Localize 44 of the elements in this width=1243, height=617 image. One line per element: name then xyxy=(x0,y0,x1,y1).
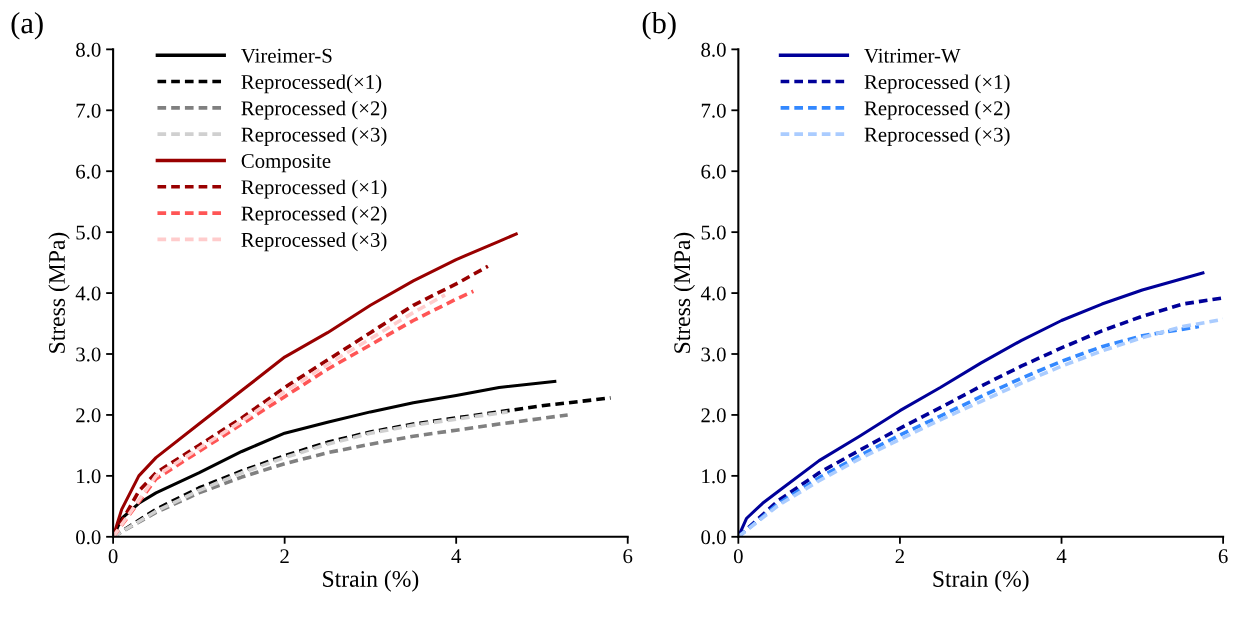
y-tick-label: 6.0 xyxy=(701,164,726,179)
y-tick-label: 0.0 xyxy=(76,530,101,545)
x-tick-label: 4 xyxy=(451,549,462,564)
x-tick-label: 4 xyxy=(1056,549,1067,564)
x-tick-label: 0 xyxy=(108,549,118,564)
chart-title: (b) xyxy=(642,11,676,40)
y-axis-title: Stress (MPa) xyxy=(673,232,695,353)
legend-label: Vitrimer-W xyxy=(864,48,961,63)
y-tick-label: 1.0 xyxy=(702,469,726,484)
x-tick-label: 6 xyxy=(623,549,633,564)
x-axis-title: Strain (%) xyxy=(323,570,419,592)
y-tick-label: 1.0 xyxy=(77,469,101,484)
x-tick-label: 2 xyxy=(895,549,904,564)
legend-label: Reprocessed (×3) xyxy=(241,232,387,252)
legend-label: Reprocessed (×2) xyxy=(241,100,387,120)
legend-label: Reprocessed (×3) xyxy=(241,127,387,146)
y-tick-label: 2.0 xyxy=(76,408,101,423)
y-axis-title: Stress (MPa) xyxy=(48,232,70,353)
x-tick-label: 6 xyxy=(1218,549,1228,564)
y-tick-label: 8.0 xyxy=(76,42,101,57)
y-tick-label: 3.0 xyxy=(701,347,726,362)
y-tick-label: 2.0 xyxy=(701,408,726,423)
legend-label: Reprocessed (×1) xyxy=(241,179,387,199)
y-tick-label: 5.0 xyxy=(76,225,101,240)
x-tick-label: 0 xyxy=(733,549,743,564)
legend-label: Reprocessed (×2) xyxy=(241,205,387,225)
y-tick-label: 3.0 xyxy=(76,347,101,362)
chart-title: (a) xyxy=(11,11,43,40)
y-tick-label: 6.0 xyxy=(76,164,101,179)
y-tick-label: 0.0 xyxy=(701,530,726,545)
y-tick-label: 7.0 xyxy=(76,103,101,118)
x-axis-title: Strain (%) xyxy=(933,570,1029,592)
y-tick-label: 5.0 xyxy=(701,225,726,240)
y-tick-label: 8.0 xyxy=(701,42,726,57)
legend-label: Reprocessed (×2) xyxy=(864,100,1010,120)
legend-label: Reprocessed (×3) xyxy=(864,127,1010,146)
y-tick-label: 7.0 xyxy=(701,103,726,118)
x-tick-label: 2 xyxy=(280,549,289,564)
legend-label: Vireimer-S xyxy=(241,48,332,63)
legend-label: Composite xyxy=(241,153,331,173)
y-tick-label: 4.0 xyxy=(75,286,101,301)
legend-label: Reprocessed (×1) xyxy=(864,74,1010,94)
legend-label: Reprocessed(×1) xyxy=(241,74,382,94)
y-tick-label: 4.0 xyxy=(700,286,726,301)
